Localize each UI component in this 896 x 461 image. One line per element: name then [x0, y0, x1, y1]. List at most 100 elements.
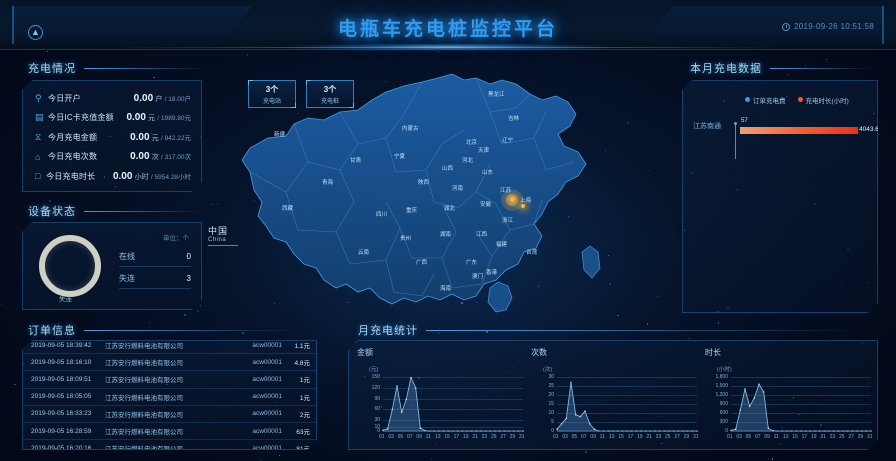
page-title: 电瓶车充电桩监控平台 [337, 19, 558, 40]
map-province-borders [249, 77, 575, 297]
table-row[interactable]: 2019-09-05 18:09:51 江苏安行燃料电池有限公司 acw00001 1… [23, 371, 318, 388]
mini-chart-ytick: 90 [374, 395, 380, 402]
grid-line [383, 399, 523, 400]
overview-row-unit: 户 [155, 95, 163, 103]
chart-amount[interactable]: 金额 (元) 0 10 30 60 90 120 150 01 03 05 07 09 11 13 15 17 19… [357, 347, 529, 445]
mini-chart-xtick: 13 [783, 434, 789, 440]
mini-chart-xtick: 25 [839, 434, 845, 440]
home-icon[interactable]: ▲ [28, 25, 43, 40]
map-province-label: 安徽 [480, 202, 492, 208]
orders-title: 订单信息 [28, 322, 298, 338]
mini-chart-xtick: 13 [435, 434, 441, 440]
map-province-label: 云南 [358, 250, 370, 256]
overview-row-target: / 18.00户 [164, 95, 191, 103]
mini-chart-xtick: 19 [811, 434, 817, 440]
country-label: 中国 China [208, 224, 238, 246]
charging-overview-panel: ⚲ 今日开户 0.00 户 / 18.00户 ▤ 今日IC卡充值金额 0.00 元 / 1… [22, 80, 202, 192]
orders-panel[interactable]: 2019-09-05 18:39:42 江苏安行燃料电池有限公司 acw00001 1… [22, 340, 317, 450]
orders-table[interactable]: 2019-09-05 18:39:42 江苏安行燃料电池有限公司 acw00001 1… [23, 337, 318, 449]
map-province-label: 湖北 [444, 206, 456, 212]
legend-item-duration[interactable]: 充电时长(小时) [798, 95, 849, 105]
station-count-value: 3个 [265, 84, 279, 94]
map-hotspot-marker[interactable] [521, 204, 525, 208]
overview-row-values: 0.00 次 / 317.00次 [126, 151, 191, 162]
device-offline-value: 3 [186, 274, 191, 283]
table-row[interactable]: 2019-09-05 16:28:59 江苏安行燃料电池有限公司 acw00001 6… [23, 423, 318, 440]
mini-chart-xtick: 03 [562, 434, 568, 440]
map-province-label: 青海 [322, 180, 334, 186]
chart-duration[interactable]: 时长 (小时) 0 300 600 900 1,200 1,500 1,800 01 03 05 07 0… [705, 347, 877, 445]
map-province-label: 海南 [440, 286, 452, 292]
table-row[interactable]: 2019-09-05 16:33:23 江苏安行燃料电池有限公司 acw00001 2… [23, 406, 318, 423]
map-province-label: 广东 [466, 260, 478, 266]
mini-chart-xtick: 11 [599, 434, 605, 440]
grid-line [731, 413, 871, 414]
china-map[interactable]: 3个 充电站 3个 充电桩 中国 China 黑龙江 内蒙古 吉林 辽宁 北京 天津 河北山… [190, 52, 670, 352]
donut-center-label: 失连 [59, 296, 72, 303]
device-status-donut [39, 235, 101, 297]
order-time: 2019-09-05 18:05:05 [31, 393, 92, 401]
mini-chart-ytick: 10 [374, 424, 380, 431]
map-province-label: 内蒙古 [402, 126, 419, 132]
overview-row-target: / 842.22元 [161, 134, 191, 142]
mini-chart-title: 时长 [705, 348, 721, 357]
order-device-id: acw00001 [252, 341, 282, 349]
chart-count[interactable]: 次数 (次) 0 5 10 15 20 25 30 01 03 05 07 09 11 13 15 17 19 21 2… [531, 347, 703, 445]
current-datetime: 2019-09-26 10:51:58 [794, 22, 874, 31]
charging-station-badge[interactable]: 3个 充电站 [248, 80, 296, 108]
header-right-shape [644, 6, 884, 44]
charging-overview-row: ⌂ 今日充电次数 0.00 次 / 317.00次 [35, 148, 191, 166]
order-company: 江苏安行燃料电池有限公司 [105, 411, 183, 419]
map-province-label: 西藏 [282, 206, 294, 212]
mini-chart-xtick: 05 [397, 434, 404, 440]
mini-chart-ytick: 1,800 [715, 374, 728, 380]
mini-chart-xtick: 09 [590, 434, 596, 440]
mini-chart-xtick: 03 [736, 434, 742, 440]
table-row[interactable]: 2019-09-05 18:16:10 江苏安行燃料电池有限公司 acw00001 4… [23, 354, 318, 371]
map-province-label: 新疆 [274, 132, 286, 138]
order-company: 江苏安行燃料电池有限公司 [105, 377, 183, 385]
charging-overview-row: ⧖ 今月充电金额 0.00 元 / 842.22元 [35, 128, 191, 146]
legend-item-order-fee[interactable]: 订单充电费 [745, 95, 786, 105]
mini-chart-xtick: 31 [519, 434, 525, 440]
map-landmass [241, 73, 601, 313]
overview-row-target: / 1989.80元 [157, 115, 191, 122]
table-row[interactable]: 2019-09-05 16:20:16 江苏安行燃料电池有限公司 acw000018… [23, 440, 318, 449]
card-icon: ▤ [35, 112, 44, 122]
overview-row-values: 0.00 小时 / 5954.28小时 [113, 171, 191, 182]
month-charging-legend[interactable]: 订单充电费 充电时长(小时) [745, 95, 849, 105]
legend-label: 订单充电费 [753, 98, 786, 105]
orders-title-text: 订单信息 [28, 325, 76, 337]
china-map-svg[interactable] [190, 52, 670, 352]
order-company: 江苏安行燃料电池有限公司 [105, 343, 183, 351]
mini-chart-xtick: 23 [829, 434, 836, 440]
map-province-label: 广西 [416, 260, 428, 266]
mini-chart-ytick: 120 [371, 384, 380, 391]
mini-chart-xtick: 17 [801, 434, 808, 440]
map-province-label: 上海 [520, 198, 532, 204]
mini-chart-ytick: 1,200 [715, 392, 728, 398]
order-device-id: acw00001 [252, 393, 282, 401]
grid-line [731, 422, 871, 423]
map-province-label: 四川 [376, 212, 388, 218]
header-glow-decoration [288, 44, 608, 50]
mini-chart-ytick: 300 [719, 419, 728, 425]
device-status-title: 设备状态 [28, 203, 203, 219]
charging-pile-badge[interactable]: 3个 充电桩 [306, 80, 354, 108]
order-company: 江苏安行燃料电池有限公司 [105, 429, 183, 437]
table-row[interactable]: 2019-09-05 18:39:42 江苏安行燃料电池有限公司 acw00001 1… [23, 337, 318, 354]
order-time: 2019-09-05 18:16:10 [31, 358, 92, 366]
month-charging-panel: 订单充电费 充电时长(小时) 江苏南通 57 4043.60 [682, 80, 878, 313]
mini-chart-area [357, 347, 529, 445]
order-device-id: acw00001 [252, 375, 282, 383]
map-hotspot-marker[interactable] [510, 197, 515, 202]
overview-row-label: 今日开户 [48, 93, 81, 103]
grid-line [383, 409, 523, 410]
mini-chart-title: 金额 [357, 348, 373, 357]
device-status-title-text: 设备状态 [28, 206, 76, 218]
table-row[interactable]: 2019-09-05 18:05:05 江苏安行燃料电池有限公司 acw00001 1… [23, 389, 318, 406]
mini-chart-xtick: 17 [453, 434, 460, 440]
overview-row-value: 0.00 [112, 170, 133, 182]
map-province-label: 江西 [476, 232, 488, 238]
mini-chart-area [531, 347, 703, 445]
